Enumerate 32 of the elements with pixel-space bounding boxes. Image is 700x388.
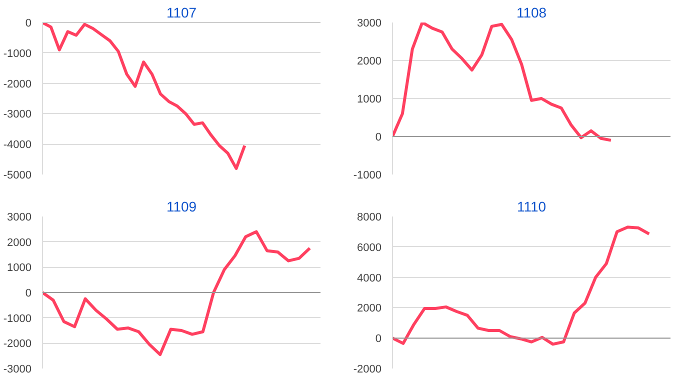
y-tick-label: 0 (375, 132, 382, 144)
line-series (392, 226, 651, 346)
y-tick-label: 4000 (357, 272, 382, 284)
chart-title: 1110 (516, 198, 546, 214)
y-tick-label: -2000 (3, 78, 32, 90)
y-tick-label: 1000 (357, 94, 382, 106)
y-tick-label: -2000 (353, 364, 382, 376)
y-tick-label: 3000 (7, 212, 32, 224)
y-tick-label: 2000 (357, 56, 382, 68)
y-tick-label: 2000 (357, 302, 382, 315)
y-tick-label: 2000 (7, 236, 32, 249)
y-tick-label: -4000 (3, 139, 32, 152)
y-tick-label: 8000 (357, 212, 382, 224)
chart-title: 1108 (516, 4, 547, 20)
y-tick-label: 0 (25, 18, 32, 30)
y-tick-label: 0 (375, 333, 382, 346)
y-tick-label: -2000 (3, 338, 32, 350)
y-tick-label: 1000 (7, 262, 32, 274)
y-tick-label: 3000 (357, 18, 382, 30)
y-tick-label: -1000 (3, 48, 32, 60)
line-series (42, 22, 246, 170)
y-tick-label: -3000 (3, 108, 32, 121)
y-tick-label: 0 (25, 288, 32, 300)
y-tick-label: -5000 (3, 170, 32, 182)
line-series (392, 22, 612, 142)
chart-title: 1109 (166, 198, 197, 214)
y-tick-label: -1000 (3, 312, 32, 325)
chart-title: 1107 (166, 4, 197, 20)
y-tick-label: -3000 (3, 364, 32, 376)
line-series (42, 230, 312, 356)
y-tick-label: 6000 (357, 242, 382, 254)
y-tick-label: -1000 (353, 170, 382, 182)
